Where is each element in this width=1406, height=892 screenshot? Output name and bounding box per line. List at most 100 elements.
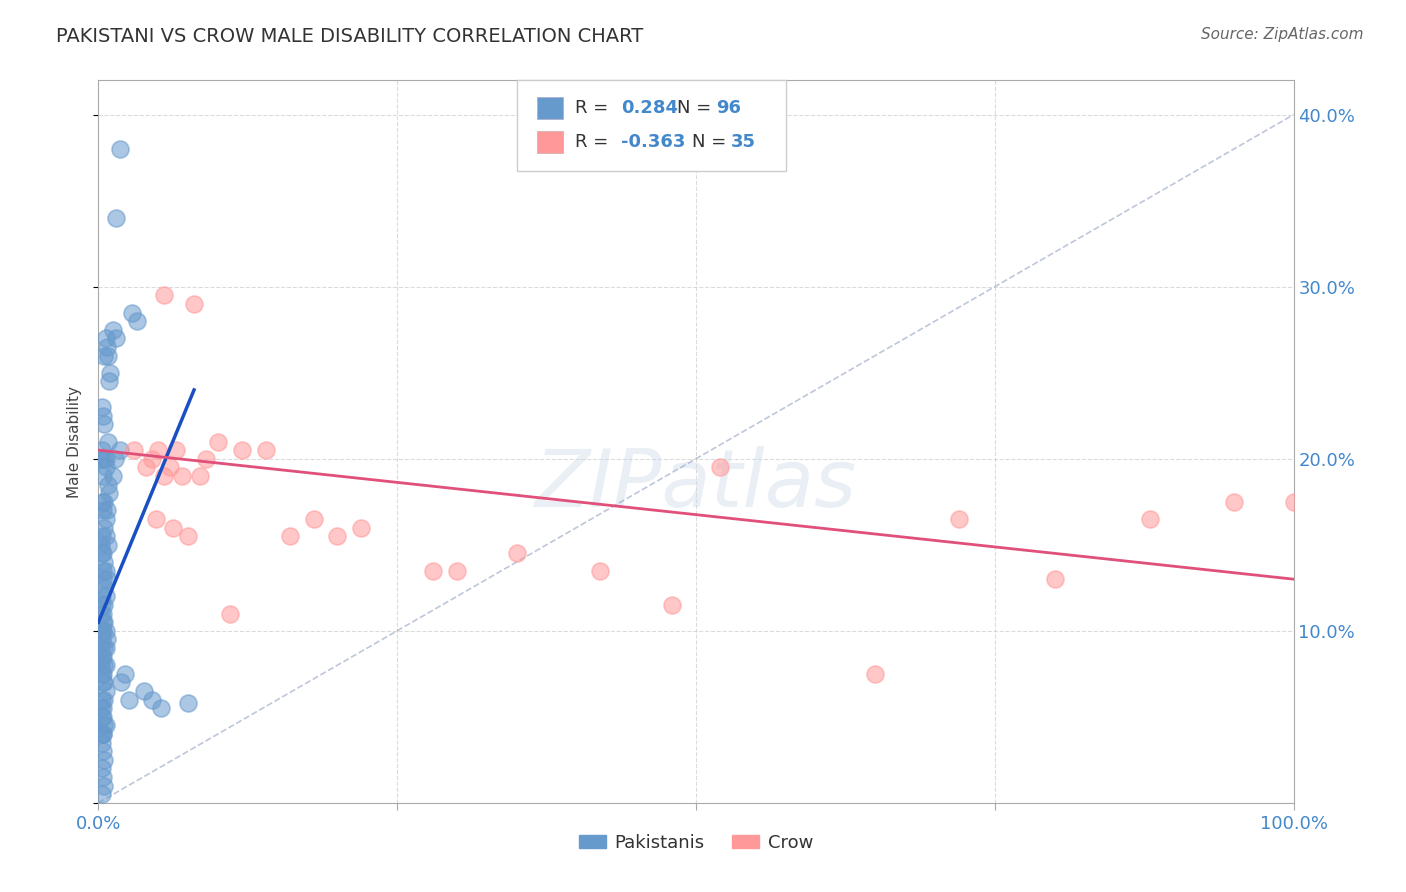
Point — [93, 494, 115, 508]
Point — [94, 718, 117, 732]
Point — [153, 469, 176, 483]
Point — [91, 787, 114, 801]
Point — [93, 718, 115, 732]
Point — [91, 529, 114, 543]
Point — [94, 529, 117, 543]
Point — [91, 607, 114, 621]
Text: Source: ZipAtlas.com: Source: ZipAtlas.com — [1201, 27, 1364, 42]
Text: N =: N = — [692, 133, 733, 151]
Text: PAKISTANI VS CROW MALE DISABILITY CORRELATION CHART: PAKISTANI VS CROW MALE DISABILITY CORREL… — [56, 27, 644, 45]
Point — [141, 692, 163, 706]
Point — [91, 727, 114, 741]
Point — [278, 529, 301, 543]
Point — [148, 443, 170, 458]
Point — [93, 520, 115, 534]
Point — [93, 675, 115, 690]
Point — [105, 211, 128, 225]
Point — [93, 753, 115, 767]
Point — [165, 443, 187, 458]
Point — [93, 417, 115, 432]
Point — [90, 451, 112, 466]
FancyBboxPatch shape — [517, 80, 786, 170]
Point — [91, 624, 114, 638]
FancyBboxPatch shape — [537, 131, 564, 153]
Point — [1223, 494, 1246, 508]
Point — [91, 443, 114, 458]
Point — [97, 434, 120, 449]
Point — [91, 590, 114, 604]
Point — [108, 142, 131, 156]
Text: R =: R = — [575, 99, 614, 117]
Text: 0.284: 0.284 — [620, 99, 678, 117]
Point — [91, 649, 114, 664]
Point — [94, 512, 117, 526]
Point — [177, 696, 200, 710]
Point — [162, 520, 184, 534]
Point — [91, 666, 114, 681]
Point — [91, 770, 114, 784]
Point — [93, 581, 115, 595]
Point — [90, 701, 112, 715]
Point — [97, 477, 120, 491]
Point — [121, 305, 143, 319]
Point — [149, 701, 172, 715]
Point — [91, 692, 114, 706]
Point — [183, 297, 205, 311]
Point — [98, 486, 121, 500]
Point — [91, 649, 114, 664]
Point — [94, 460, 117, 475]
Point — [91, 624, 114, 638]
Point — [326, 529, 349, 543]
Point — [177, 529, 200, 543]
Point — [93, 640, 115, 655]
Text: N =: N = — [676, 99, 717, 117]
Point — [207, 434, 229, 449]
Point — [94, 451, 117, 466]
Point — [91, 546, 114, 560]
Point — [865, 666, 887, 681]
Point — [422, 564, 444, 578]
Point — [96, 503, 118, 517]
Point — [188, 469, 211, 483]
Point — [110, 675, 132, 690]
FancyBboxPatch shape — [537, 97, 564, 119]
Point — [105, 331, 128, 345]
Point — [1282, 494, 1305, 508]
Point — [1139, 512, 1161, 526]
Text: ZIPatlas: ZIPatlas — [534, 446, 858, 524]
Point — [91, 727, 114, 741]
Point — [91, 666, 114, 681]
Point — [709, 460, 731, 475]
Point — [90, 607, 112, 621]
Text: 35: 35 — [731, 133, 755, 151]
Text: 96: 96 — [716, 99, 741, 117]
Point — [91, 409, 114, 423]
Point — [93, 779, 115, 793]
Point — [93, 615, 115, 630]
Point — [118, 692, 141, 706]
Point — [93, 555, 115, 569]
Point — [108, 443, 131, 458]
Point — [90, 658, 112, 673]
Point — [91, 469, 114, 483]
Point — [91, 598, 114, 612]
Text: -0.363: -0.363 — [620, 133, 685, 151]
Point — [94, 331, 117, 345]
Point — [91, 400, 114, 414]
Point — [91, 744, 114, 758]
Point — [91, 494, 114, 508]
Point — [254, 443, 277, 458]
Point — [93, 451, 115, 466]
Point — [90, 640, 112, 655]
Point — [94, 590, 117, 604]
Point — [145, 512, 167, 526]
Point — [132, 684, 155, 698]
Point — [94, 640, 117, 655]
Point — [93, 349, 115, 363]
Point — [231, 443, 253, 458]
Point — [98, 375, 121, 389]
Point — [141, 451, 163, 466]
Point — [96, 632, 118, 647]
Point — [1043, 572, 1066, 586]
Point — [101, 469, 124, 483]
